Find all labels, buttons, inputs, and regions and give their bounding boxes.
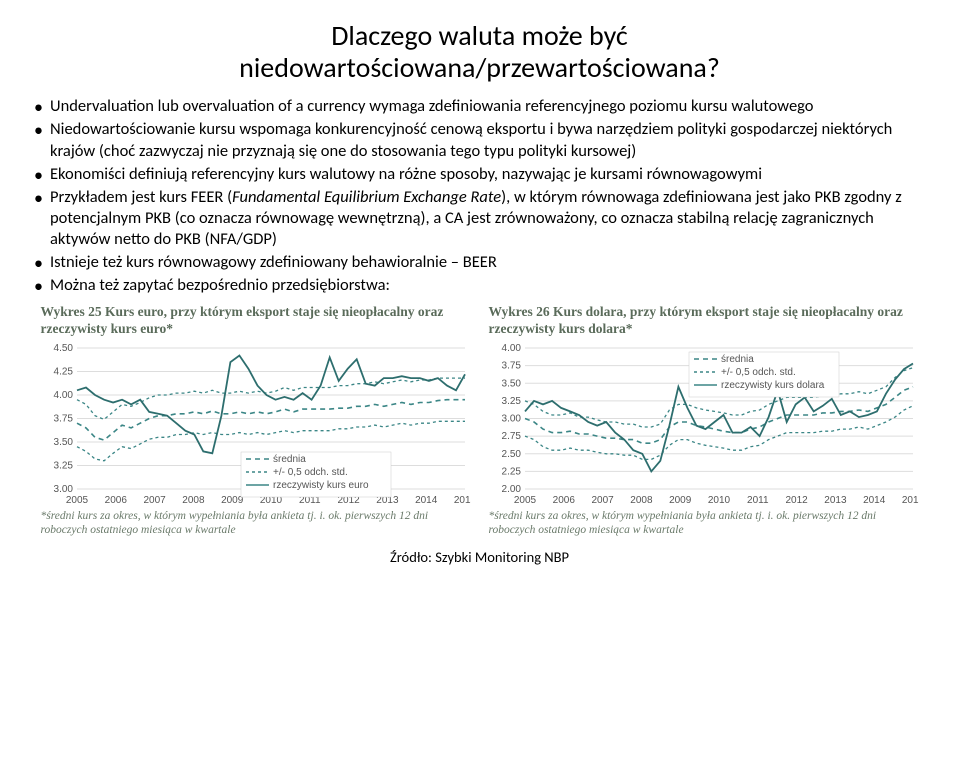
chart-left-area: 3.00 3.25 3.50 3.75 4.00 4.25 4.50 2005 2006 2007…: [41, 342, 471, 507]
svg-text:4.25: 4.25: [53, 367, 73, 378]
svg-text:2.50: 2.50: [501, 449, 521, 460]
svg-text:4.50: 4.50: [53, 343, 73, 354]
chart-right-area: 2.00 2.25 2.50 2.75 3.00 3.25 3.50 3.75 4.00 2005…: [489, 342, 919, 507]
svg-text:3.25: 3.25: [53, 461, 73, 472]
svg-text:2015: 2015: [901, 495, 918, 506]
svg-text:2008: 2008: [630, 495, 653, 506]
svg-text:2006: 2006: [552, 495, 575, 506]
bullet-item: Niedowartościowanie kursu wspomaga konku…: [30, 119, 929, 161]
page-title: Dlaczego waluta może być niedowartościow…: [30, 20, 929, 84]
svg-text:2005: 2005: [513, 495, 536, 506]
svg-text:3.00: 3.00: [53, 484, 73, 495]
bullet-item: Ekonomiści definiują referencyjny kurs w…: [30, 164, 929, 185]
svg-text:2007: 2007: [143, 495, 166, 506]
bullet-item: Undervaluation lub overvaluation of a cu…: [30, 96, 929, 117]
svg-text:rzeczywisty kurs euro: rzeczywisty kurs euro: [273, 480, 369, 491]
bullet-item: Istnieje też kurs równowagowy zdefiniowa…: [30, 252, 929, 273]
svg-text:średnia: średnia: [721, 354, 754, 365]
svg-text:2015: 2015: [453, 495, 470, 506]
chart-right-box: Wykres 26 Kurs dolara, przy którym ekspo…: [489, 304, 919, 537]
svg-text:3.75: 3.75: [53, 414, 73, 425]
svg-text:2007: 2007: [591, 495, 614, 506]
svg-text:2009: 2009: [221, 495, 244, 506]
svg-text:2.75: 2.75: [501, 431, 521, 442]
svg-text:+/- 0,5 odch. std.: +/- 0,5 odch. std.: [273, 467, 348, 478]
charts-row: Wykres 25 Kurs euro, przy którym eksport…: [30, 304, 929, 537]
bullet-list: Undervaluation lub overvaluation of a cu…: [30, 96, 929, 296]
chart-right-title: Wykres 26 Kurs dolara, przy którym ekspo…: [489, 304, 919, 338]
svg-text:3.25: 3.25: [501, 396, 521, 407]
title-line-1: Dlaczego waluta może być: [331, 18, 628, 53]
svg-text:2008: 2008: [182, 495, 205, 506]
bullet-item: Można też zapytać bezpośrednio przedsięb…: [30, 275, 929, 296]
svg-text:3.50: 3.50: [53, 437, 73, 448]
bullet-item: Przykładem jest kurs FEER (Fundamental E…: [30, 187, 929, 250]
source-line: Źródło: Szybki Monitoring NBP: [30, 548, 929, 566]
svg-text:2013: 2013: [824, 495, 847, 506]
svg-text:2014: 2014: [863, 495, 886, 506]
svg-text:2005: 2005: [65, 495, 88, 506]
title-line-2: niedowartościowana/przewartościowana?: [239, 50, 720, 85]
svg-text:2009: 2009: [669, 495, 692, 506]
svg-text:3.75: 3.75: [501, 361, 521, 372]
svg-text:2014: 2014: [415, 495, 438, 506]
svg-text:2012: 2012: [785, 495, 808, 506]
svg-text:2010: 2010: [707, 495, 730, 506]
svg-text:+/- 0,5 odch. std.: +/- 0,5 odch. std.: [721, 367, 796, 378]
chart-left-footnote: *średni kurs za okres, w którym wypełnia…: [41, 510, 471, 538]
svg-text:3.00: 3.00: [501, 414, 521, 425]
svg-text:średnia: średnia: [273, 454, 306, 465]
svg-text:rzeczywisty kurs dolara: rzeczywisty kurs dolara: [721, 380, 825, 391]
svg-text:2011: 2011: [747, 495, 769, 506]
chart-left-box: Wykres 25 Kurs euro, przy którym eksport…: [41, 304, 471, 537]
svg-text:4.00: 4.00: [53, 390, 73, 401]
svg-text:4.00: 4.00: [501, 343, 521, 354]
svg-text:2006: 2006: [104, 495, 127, 506]
svg-text:2.00: 2.00: [501, 484, 521, 495]
chart-left-title: Wykres 25 Kurs euro, przy którym eksport…: [41, 304, 471, 338]
svg-text:3.50: 3.50: [501, 378, 521, 389]
chart-right-footnote: *średni kurs za okres, w którym wypełnia…: [489, 510, 919, 538]
svg-text:2.25: 2.25: [501, 466, 521, 477]
